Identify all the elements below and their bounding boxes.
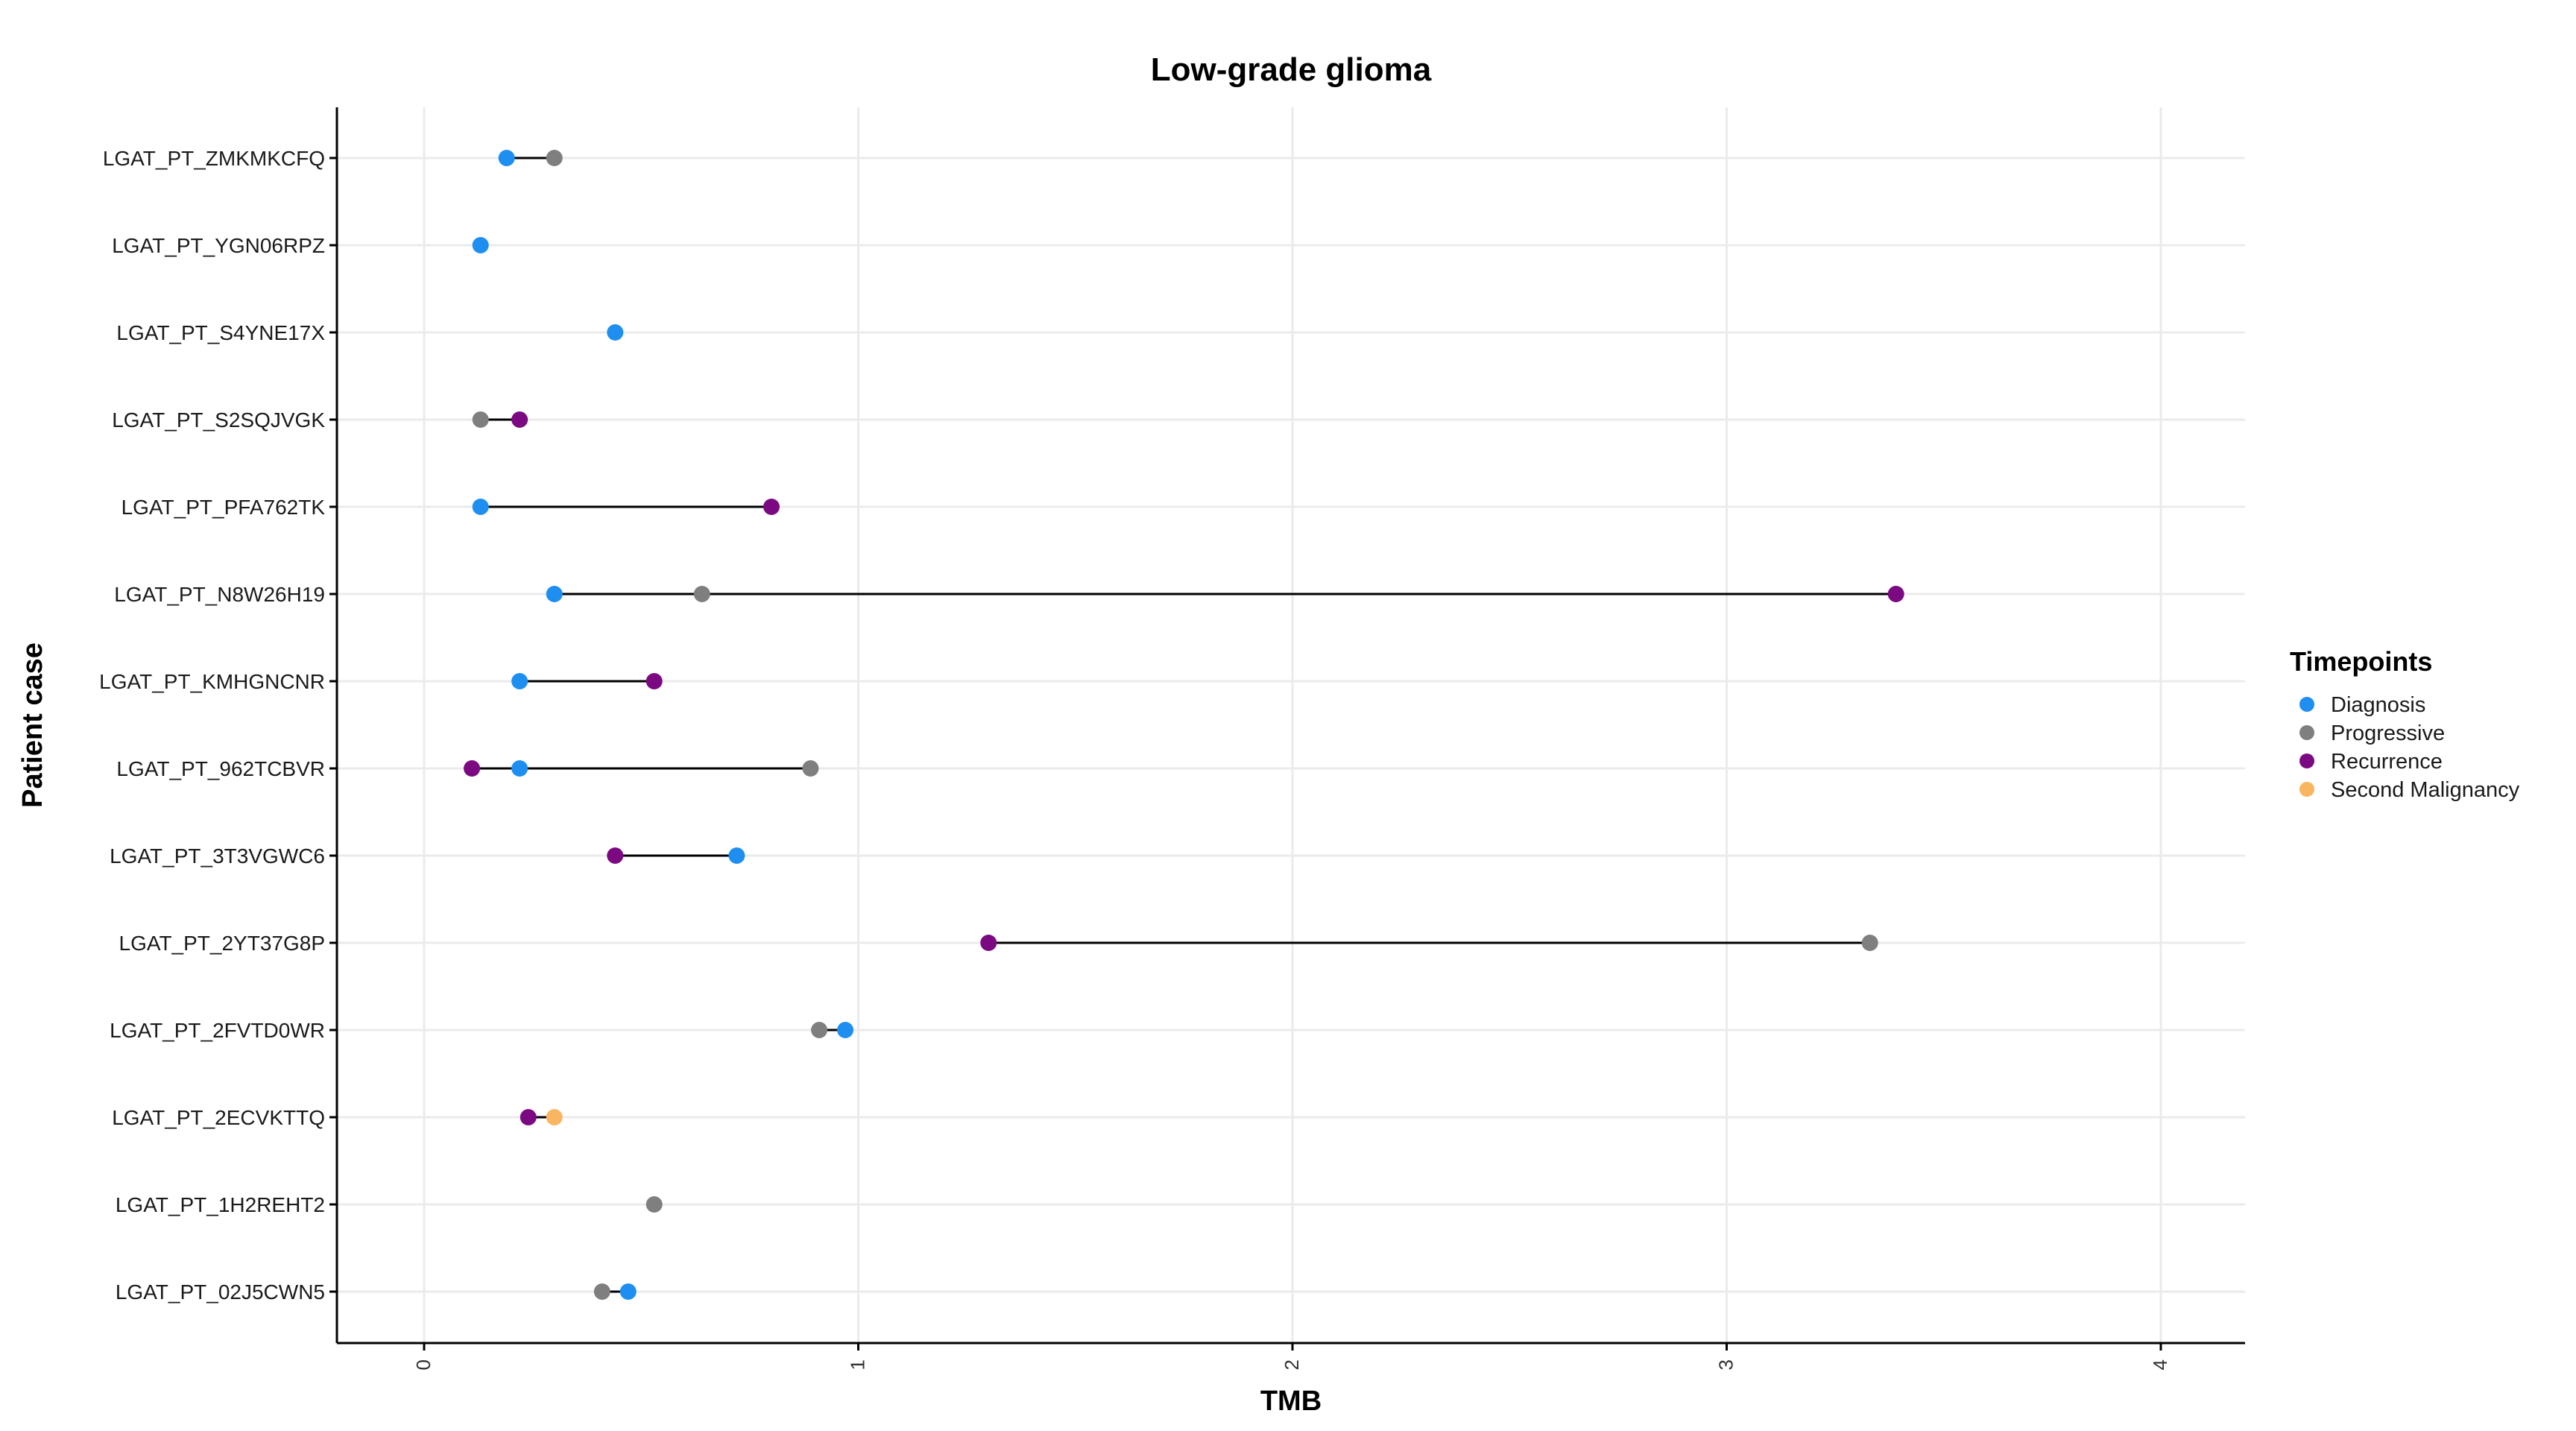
data-point: [607, 847, 623, 864]
legend-label: Progressive: [2331, 721, 2445, 745]
legend-label: Diagnosis: [2331, 693, 2425, 717]
x-tick-label: 1: [847, 1359, 869, 1370]
y-tick-label: LGAT_PT_ZMKMKCFQ: [103, 147, 325, 170]
data-point: [473, 411, 489, 428]
data-point: [546, 586, 563, 602]
data-point: [473, 499, 489, 515]
data-point: [511, 411, 528, 428]
data-point: [464, 760, 480, 777]
data-point: [980, 935, 997, 951]
data-point: [811, 1022, 827, 1038]
data-point: [763, 499, 780, 515]
data-point: [1862, 935, 1878, 951]
legend-key: [2299, 725, 2314, 740]
data-point: [511, 673, 528, 689]
y-tick-label: LGAT_PT_3T3VGWC6: [110, 844, 325, 868]
data-point: [499, 150, 515, 166]
y-axis-title: Patient case: [17, 642, 48, 808]
data-point: [646, 673, 663, 689]
y-tick-label: LGAT_PT_N8W26H19: [114, 583, 325, 606]
y-tick-label: LGAT_PT_KMHGNCNR: [99, 670, 325, 693]
data-point: [594, 1283, 610, 1300]
legend-title: Timepoints: [2290, 646, 2432, 677]
y-tick-label: LGAT_PT_S4YNE17X: [116, 321, 325, 344]
y-tick-label: LGAT_PT_02J5CWN5: [116, 1280, 325, 1304]
legend-label: Second Malignancy: [2331, 778, 2520, 802]
legend-key: [2299, 782, 2314, 797]
y-tick-label: LGAT_PT_S2SQJVGK: [112, 408, 325, 432]
y-tick-label: LGAT_PT_2ECVKTTQ: [112, 1106, 325, 1129]
y-tick-label: LGAT_PT_YGN06RPZ: [112, 234, 325, 257]
x-tick-label: 4: [2149, 1359, 2171, 1370]
y-tick-label: LGAT_PT_2YT37G8P: [119, 932, 326, 955]
y-tick-label: LGAT_PT_2FVTD0WR: [110, 1019, 325, 1042]
data-point: [546, 150, 563, 166]
y-tick-label: LGAT_PT_PFA762TK: [121, 496, 326, 519]
data-point: [511, 760, 528, 777]
legend-label: Recurrence: [2331, 750, 2443, 774]
x-tick-label: 0: [412, 1359, 435, 1370]
data-point: [802, 760, 818, 777]
chart-title: Low-grade glioma: [1151, 51, 1432, 88]
data-point: [1888, 586, 1904, 602]
data-point: [694, 586, 710, 602]
data-point: [520, 1109, 537, 1125]
data-point: [646, 1196, 663, 1213]
legend-key: [2299, 754, 2314, 768]
y-tick-label: LGAT_PT_1H2REHT2: [116, 1193, 325, 1216]
data-point: [837, 1022, 853, 1038]
x-tick-label: 2: [1281, 1359, 1303, 1370]
data-point: [620, 1283, 637, 1300]
data-point: [546, 1109, 563, 1125]
data-point: [473, 237, 489, 253]
x-tick-label: 3: [1715, 1359, 1737, 1370]
data-point: [728, 847, 745, 864]
y-tick-label: LGAT_PT_962TCBVR: [116, 757, 325, 780]
x-axis-title: TMB: [1260, 1386, 1322, 1417]
legend-key: [2299, 697, 2314, 712]
data-point: [607, 324, 623, 341]
